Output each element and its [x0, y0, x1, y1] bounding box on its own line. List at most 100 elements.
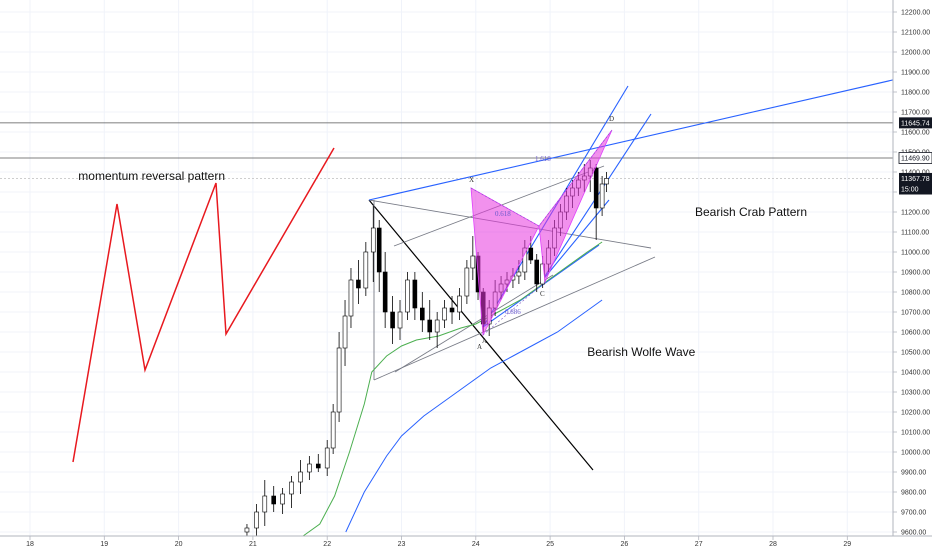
candle-body [324, 447, 330, 469]
fib-ratio-label: 1.618 [535, 155, 551, 163]
crab-triangle-xab [470, 187, 540, 337]
candle-body [342, 315, 348, 349]
moving-average-line [345, 299, 603, 533]
candle-body [376, 227, 382, 273]
annotation-bearish-crab: Bearish Crab Pattern [695, 205, 807, 219]
price-axis-label: 9800.00 [901, 490, 926, 497]
point-label-c: C [540, 290, 545, 298]
price-axis-label: 12200.00 [901, 10, 930, 17]
wolfe-line-2-4 [373, 256, 656, 381]
fib-ratio-label: 0.886 [505, 308, 521, 316]
candle-body [397, 311, 403, 329]
price-axis-label: 9600.00 [901, 530, 926, 537]
candle-body [434, 319, 440, 333]
point-label-a-wolfe: A [477, 343, 482, 351]
candle-body [254, 511, 259, 529]
candle-body [315, 463, 321, 469]
annotation-momentum-reversal: momentum reversal pattern [78, 169, 225, 183]
momentum-reversal-drawing [72, 147, 335, 463]
candle-body [280, 493, 285, 505]
candle-body [427, 319, 433, 333]
candle-body [442, 307, 447, 321]
candle-body [593, 167, 599, 209]
time-axis-label: 28 [769, 541, 777, 548]
price-tag-box [899, 183, 932, 195]
candle-body [336, 347, 342, 413]
price-axis-label: 11100.00 [901, 230, 929, 237]
price-axis-label: 10700.00 [901, 310, 930, 317]
price-axis-label: 9900.00 [901, 470, 926, 477]
price-tag-label: 11469.90 [901, 156, 930, 163]
candle-body [528, 247, 534, 261]
price-tags: 11645.74 11469.90 11367.78 15:00 [898, 117, 932, 195]
time-axis-label: 24 [472, 541, 480, 548]
point-label-d: D [609, 115, 614, 123]
price-axis-label: 10800.00 [901, 290, 930, 297]
time-axis[interactable]: 18 19 20 21 22 23 24 25 26 27 28 29 [26, 536, 851, 548]
candle-body [420, 307, 425, 321]
price-axis-label: 10100.00 [901, 430, 930, 437]
price-tag-label: 11367.78 [901, 176, 930, 183]
price-tag-label: 15:00 [901, 187, 919, 194]
candle-body [289, 481, 294, 495]
drawings-back [72, 70, 932, 471]
candle-body [348, 279, 354, 317]
time-axis-background[interactable] [0, 536, 932, 550]
candle-body [449, 307, 455, 313]
time-axis-label: 29 [843, 541, 851, 548]
candle-body [405, 279, 410, 313]
price-axis-label: 12000.00 [901, 50, 930, 57]
price-axis-label: 10300.00 [901, 390, 930, 397]
annotation-bearish-wolfe: Bearish Wolfe Wave [587, 345, 695, 359]
time-axis-label: 18 [26, 541, 34, 548]
price-axis-label: 10000.00 [901, 450, 930, 457]
channel-line-blue-3 [482, 244, 600, 328]
candle-body [604, 178, 609, 185]
candle-body [271, 495, 277, 505]
horizontal-price-lines [0, 122, 893, 179]
price-axis-label: 10900.00 [901, 270, 930, 277]
candle-body [464, 267, 470, 297]
price-axis-background[interactable] [893, 0, 932, 536]
candle-body [599, 183, 605, 209]
time-axis-label: 20 [175, 541, 183, 548]
candle-body [363, 251, 369, 289]
point-label-a: A [482, 337, 487, 345]
fib-ratio-label: 0.618 [495, 210, 511, 218]
time-axis-label: 21 [249, 541, 257, 548]
channel-line-blue-4 [540, 199, 610, 283]
price-axis-label: 11200.00 [901, 210, 930, 217]
price-axis-label: 9700.00 [901, 510, 926, 517]
candle-body [470, 255, 476, 269]
crab-ratio-line [470, 129, 613, 227]
time-axis-label: 27 [695, 541, 703, 548]
price-tag-box [899, 117, 932, 129]
grid [0, 0, 893, 536]
moving-average-line [297, 241, 603, 541]
candle-body [307, 463, 312, 473]
time-axis-label: 22 [323, 541, 331, 548]
point-label-x: X [469, 176, 474, 184]
price-axis-label: 11700.00 [901, 110, 930, 117]
crab-triangle-bcd [538, 129, 613, 284]
time-axis-label: 19 [100, 541, 108, 548]
price-axis-label: 11900.00 [901, 70, 930, 77]
price-axis-label: 11800.00 [901, 90, 930, 97]
candle-body [390, 311, 395, 329]
candle-body [516, 271, 522, 277]
price-axis-label: 12100.00 [901, 30, 930, 37]
candle-body [262, 495, 268, 513]
price-axis-label: 10200.00 [901, 410, 930, 417]
drawings-front [470, 129, 613, 337]
candle-body [534, 259, 540, 285]
wolfe-diagonal-line [368, 199, 594, 471]
moving-averages [297, 241, 603, 541]
crab-ratio-line [482, 281, 546, 336]
price-axis-label: 11600.00 [901, 130, 930, 137]
price-tag-box [898, 152, 932, 164]
candle-body [412, 279, 418, 309]
price-axis-label: 10400.00 [901, 370, 930, 377]
candle-body [244, 527, 250, 533]
candle-body [330, 411, 336, 449]
